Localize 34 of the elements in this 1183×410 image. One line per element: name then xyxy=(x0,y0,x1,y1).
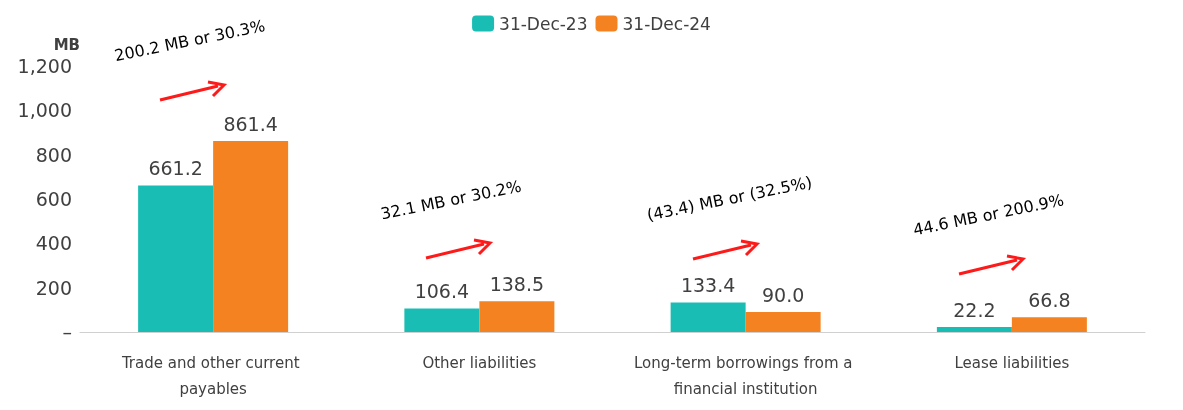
y-tick-label: 400 xyxy=(35,232,72,255)
x-tick-label: Lease liabilities xyxy=(954,354,1070,372)
y-tick-label: 1,000 xyxy=(17,99,72,122)
data-label: 90.0 xyxy=(761,283,805,306)
data-label: 861.4 xyxy=(223,112,278,135)
bar xyxy=(670,302,746,332)
y-tick-label: – xyxy=(62,321,72,343)
y-tick-label: 1,200 xyxy=(17,55,72,77)
bar xyxy=(479,301,555,332)
bar xyxy=(936,327,1012,332)
annotation: 44.6 MB or 200.9% xyxy=(911,190,1066,240)
y-tick-label: 800 xyxy=(35,143,72,166)
y-axis-title: MB xyxy=(53,35,80,54)
bar xyxy=(1011,317,1087,332)
text: 200.2 MB or 30.3% xyxy=(112,16,267,66)
data-label: 138.5 xyxy=(489,272,545,295)
x-tick-label: Trade and other current payables xyxy=(120,354,305,398)
data-label: 66.8 xyxy=(1028,288,1071,311)
y-tick-label: 200 xyxy=(35,276,72,299)
annotation: (43.4) MB or (32.5%) xyxy=(645,172,814,225)
data-label: 661.2 xyxy=(148,156,203,179)
x-tick-label: Long-term borrowings from a financial institution xyxy=(633,354,858,398)
y-tick-label: 600 xyxy=(35,188,72,210)
bar xyxy=(745,312,821,332)
legend-label: 31-Dec-23 xyxy=(499,13,588,34)
legend-label: 31-Dec-24 xyxy=(622,13,711,34)
data-label: 106.4 xyxy=(414,279,470,302)
data-label: 22.2 xyxy=(953,298,996,321)
bar xyxy=(404,308,480,332)
annotation: 32.1 MB or 30.2% xyxy=(379,176,523,224)
x-tick-label: Other liabilities xyxy=(422,354,537,372)
bar xyxy=(213,141,289,332)
bar xyxy=(138,185,214,332)
data-label: 133.4 xyxy=(680,273,736,296)
